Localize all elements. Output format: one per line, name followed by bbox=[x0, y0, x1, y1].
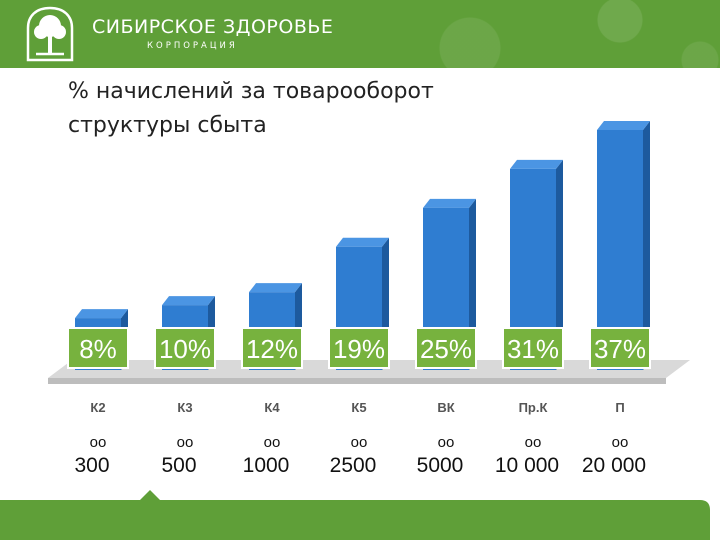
bar-top bbox=[249, 283, 302, 293]
threshold-suffix: оо bbox=[351, 434, 368, 451]
chart-floor-edge bbox=[48, 378, 666, 384]
brand-name: СИБИРСКОЕ ЗДОРОВЬЕ bbox=[92, 16, 334, 38]
threshold-value: 300 bbox=[74, 454, 109, 477]
chart-title-line2: структуры сбыта bbox=[68, 113, 267, 138]
chart-title: % начислений за товарооборот структуры с… bbox=[68, 75, 538, 143]
data-label-box bbox=[241, 327, 303, 369]
tree-logo-icon bbox=[26, 6, 74, 62]
data-label-box bbox=[589, 327, 651, 369]
threshold-suffix: оо bbox=[177, 434, 194, 451]
category-label: К2 bbox=[90, 400, 105, 415]
data-label: 12% bbox=[246, 334, 298, 364]
bar-top bbox=[423, 198, 476, 208]
category-label: К5 bbox=[351, 400, 366, 415]
category-label: К3 bbox=[177, 400, 192, 415]
data-label: 8% bbox=[79, 334, 117, 364]
data-label: 19% bbox=[333, 334, 385, 364]
threshold-suffix: оо bbox=[438, 434, 455, 451]
threshold-suffix: оо bbox=[612, 434, 629, 451]
bar-side bbox=[643, 121, 650, 370]
data-label-box bbox=[328, 327, 390, 369]
data-label: 25% bbox=[420, 334, 472, 364]
category-label: К4 bbox=[264, 400, 280, 415]
category-label: ВК bbox=[437, 400, 454, 415]
data-label-box bbox=[502, 327, 564, 369]
bar-side bbox=[556, 159, 563, 370]
bar-top bbox=[510, 159, 563, 169]
threshold-value: 10 000 bbox=[495, 454, 559, 477]
bar-top bbox=[597, 121, 650, 130]
chart-title-line1: % начислений за товарооборот bbox=[68, 79, 434, 104]
category-label: Пр.К bbox=[519, 400, 548, 415]
header-banner: СИБИРСКОЕ ЗДОРОВЬЕ КОРПОРАЦИЯ bbox=[0, 0, 720, 68]
bottom-band bbox=[0, 490, 710, 540]
bar-top bbox=[162, 296, 215, 306]
threshold-value: 20 000 bbox=[582, 454, 646, 477]
threshold-suffix: оо bbox=[264, 434, 281, 451]
data-label: 37% bbox=[594, 334, 646, 364]
data-label-box bbox=[415, 327, 477, 369]
data-label: 10% bbox=[159, 334, 211, 364]
threshold-value: 5000 bbox=[417, 454, 464, 477]
category-label: П bbox=[615, 400, 624, 415]
threshold-suffix: оо bbox=[525, 434, 542, 451]
threshold-value: 1000 bbox=[243, 454, 290, 477]
threshold-value: 500 bbox=[161, 454, 196, 477]
bar-top bbox=[75, 309, 128, 319]
data-label-box bbox=[67, 327, 129, 369]
bar-top bbox=[336, 237, 389, 247]
brand-subtitle: КОРПОРАЦИЯ bbox=[147, 41, 238, 51]
data-label: 31% bbox=[507, 334, 559, 364]
threshold-suffix: оо bbox=[90, 434, 107, 451]
data-label-box bbox=[154, 327, 216, 369]
threshold-value: 2500 bbox=[330, 454, 377, 477]
